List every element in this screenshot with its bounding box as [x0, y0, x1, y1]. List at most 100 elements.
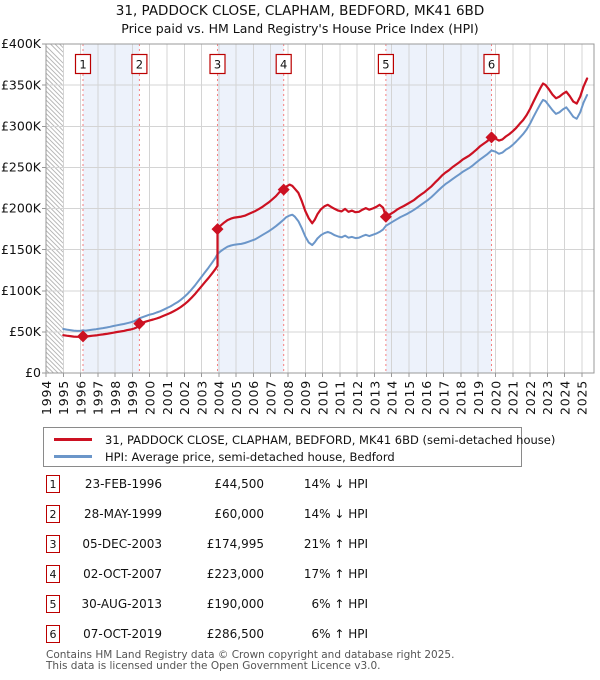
x-axis-tick-label: 2018 [454, 380, 469, 415]
sales-table: 1 23-FEB-1996 £44,500 14% ↓ HPI 2 28-MAY-1999… [46, 469, 556, 649]
sale-hpi-diff: 14% ↓ HPI [303, 507, 368, 521]
plot-border [45, 43, 595, 374]
sale-row: 1 23-FEB-1996 £44,500 14% ↓ HPI [46, 469, 556, 499]
sale-number-badge: 2 [46, 505, 60, 523]
legend-label-price-paid: 31, PADDOCK CLOSE, CLAPHAM, BEDFORD, MK4… [105, 432, 556, 447]
x-axis-tick-label: 2020 [488, 380, 503, 415]
sale-number-badge: 5 [46, 595, 60, 613]
license-footer: Contains HM Land Registry data © Crown c… [46, 650, 454, 672]
sale-price: £44,500 [214, 477, 264, 491]
y-axis-tick-label: £100K [1, 283, 42, 298]
y-axis-tick-label: £150K [1, 242, 42, 257]
x-axis-tick-label: 2007 [264, 380, 279, 415]
sale-flag-number: 2 [136, 58, 143, 72]
sale-number-badge: 4 [46, 565, 60, 583]
x-axis-tick-label: 2009 [298, 380, 313, 415]
x-axis-tick-label: 1994 [39, 380, 54, 415]
y-axis-tick-label: £200K [1, 201, 42, 216]
x-axis-tick-label: 2008 [281, 380, 296, 415]
x-axis-tick-label: 2001 [160, 380, 175, 415]
sale-point-diamond [277, 183, 290, 196]
sale-flag-box [377, 53, 394, 75]
x-axis-tick-label: 2006 [246, 380, 261, 415]
y-axis-tick-label: £300K [1, 118, 42, 133]
sale-row: 3 05-DEC-2003 £174,995 21% ↑ HPI [46, 529, 556, 559]
y-axis-tick-label: £250K [1, 160, 42, 175]
x-axis-tick-label: 2013 [367, 380, 382, 415]
sale-price: £60,000 [214, 507, 264, 521]
sale-row: 6 07-OCT-2019 £286,500 6% ↑ HPI [46, 619, 556, 649]
x-axis-tick-label: 2014 [385, 380, 400, 415]
x-axis-tick-label: 2000 [143, 380, 158, 415]
sale-date: 07-OCT-2019 [83, 627, 162, 641]
sale-flag-number: 3 [214, 58, 221, 72]
sale-hpi-diff: 14% ↓ HPI [303, 477, 368, 491]
sale-flag-box [131, 53, 148, 75]
sale-price: £286,500 [206, 627, 264, 641]
sale-flag-number: 4 [280, 58, 287, 72]
x-axis-tick-label: 2003 [194, 380, 209, 415]
x-axis-tick-label: 1997 [91, 380, 106, 415]
x-axis-tick-label: 2004 [212, 380, 227, 415]
x-axis-tick-label: 2019 [471, 380, 486, 415]
sale-markers [76, 131, 498, 343]
x-axis-tick-label: 1999 [125, 380, 140, 415]
footer-line-1: Contains HM Land Registry data © Crown c… [46, 649, 455, 661]
sale-row: 2 28-MAY-1999 £60,000 14% ↓ HPI [46, 499, 556, 529]
x-axis-tick-label: 1995 [56, 380, 71, 415]
sale-date: 23-FEB-1996 [84, 477, 162, 491]
x-axis-tick-label: 2015 [402, 380, 417, 415]
sale-point-diamond [485, 131, 498, 144]
sale-point-diamond [76, 330, 89, 343]
axis-labels: £0 £50K £100K £150K £200K £250K £300K £350K £400… [1, 36, 590, 415]
sale-price: £174,995 [206, 537, 264, 551]
x-axis-tick-label: 2023 [540, 380, 555, 415]
x-axis-tick-label: 2017 [436, 380, 451, 415]
sale-point-diamond [379, 210, 392, 223]
x-axis-tick-label: 2012 [350, 380, 365, 415]
price-paid-line [62, 77, 589, 338]
sale-row: 4 02-OCT-2007 £223,000 17% ↑ HPI [46, 559, 556, 589]
sale-point-diamond [211, 223, 224, 236]
sale-flag-number: 5 [382, 58, 389, 72]
sale-date: 28-MAY-1999 [83, 507, 162, 521]
sale-date: 02-OCT-2007 [83, 567, 162, 581]
y-axis-tick-label: £0 [25, 365, 41, 380]
footer-line-2: This data is licensed under the Open Gov… [46, 660, 381, 672]
legend-item-hpi: HPI: Average price, semi-detached house,… [54, 448, 521, 465]
x-axis-tick-label: 2024 [557, 380, 572, 415]
y-axis-tick-label: £400K [1, 36, 42, 51]
gridlines [46, 44, 594, 373]
y-axis-tick-label: £50K [9, 324, 42, 339]
x-axis-tick-label: 2005 [229, 380, 244, 415]
sale-point-diamond [133, 317, 146, 330]
sale-flag-box [483, 53, 500, 75]
x-axis-tick-label: 2010 [315, 380, 330, 415]
sale-number-badge: 1 [46, 475, 60, 493]
legend-item-price-paid: 31, PADDOCK CLOSE, CLAPHAM, BEDFORD, MK4… [54, 431, 555, 448]
y-axis-tick-label: £350K [1, 77, 42, 92]
x-axis-tick-label: 1998 [108, 380, 123, 415]
sale-hpi-diff: 6% ↑ HPI [311, 597, 368, 611]
x-axis-tick-label: 2011 [333, 380, 348, 415]
sale-hpi-diff: 21% ↑ HPI [303, 537, 368, 551]
sale-flag-box [74, 53, 92, 75]
sale-number-badge: 3 [46, 535, 60, 553]
sale-number-badge: 6 [46, 625, 60, 643]
x-axis-tick-label: 2002 [177, 380, 192, 415]
sale-date: 05-DEC-2003 [82, 537, 162, 551]
x-axis-tick-label: 2021 [506, 380, 521, 415]
hpi-line [62, 94, 589, 332]
price-line-swatch [54, 438, 92, 441]
sale-price: £223,000 [206, 567, 264, 581]
page-subtitle: Price paid vs. HM Land Registry's House … [121, 21, 479, 36]
sale-row: 5 30-AUG-2013 £190,000 6% ↑ HPI [46, 589, 556, 619]
hpi-line-swatch [54, 455, 92, 458]
sale-flag-number: 6 [488, 58, 495, 72]
sale-flag-box [209, 53, 226, 75]
price-history-chart: £0 £50K £100K £150K £200K £250K £300K £350K £400… [1, 36, 595, 415]
x-axis-tick-label: 2022 [523, 380, 538, 415]
sale-flag-number: 1 [79, 58, 86, 72]
x-axis-tick-label: 2025 [575, 380, 590, 415]
